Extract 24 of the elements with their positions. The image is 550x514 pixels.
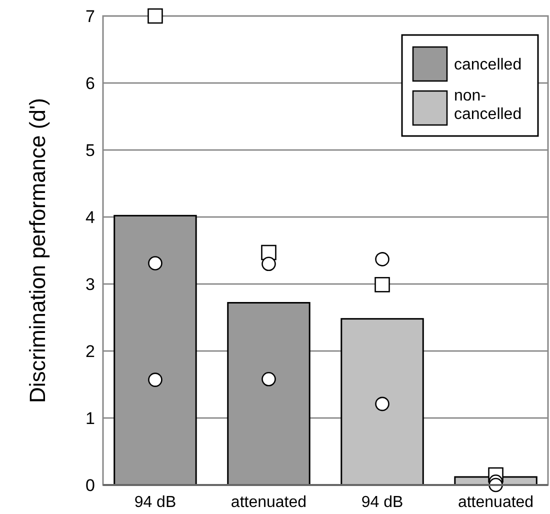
y-tick-label: 3 (86, 274, 95, 294)
y-tick-label: 5 (86, 140, 95, 160)
x-tick-label: attenuated (458, 494, 534, 511)
y-tick-label: 2 (86, 342, 95, 361)
y-tick-label: 0 (86, 476, 95, 495)
point (148, 8, 163, 24)
point (148, 256, 162, 270)
point (148, 372, 162, 387)
y-tick-label: 1 (86, 408, 95, 428)
y-axis-title: Discrimination performance (d') (25, 98, 50, 403)
y-tick-label: 7 (86, 6, 95, 26)
legend-label: cancelled (454, 56, 522, 74)
point (375, 396, 390, 412)
x-tick-label: attenuated (230, 494, 307, 511)
bar (114, 214, 197, 486)
x-tick-label: 94 dB (361, 494, 404, 511)
bar (227, 302, 310, 486)
bar (340, 318, 424, 486)
legend-label: non-cancelled (454, 88, 522, 123)
x-tick-label: 94 dB (134, 494, 176, 511)
y-tick-label: 4 (86, 208, 95, 227)
point (262, 372, 276, 386)
point (374, 277, 390, 292)
y-tick-label: 6 (86, 74, 95, 93)
